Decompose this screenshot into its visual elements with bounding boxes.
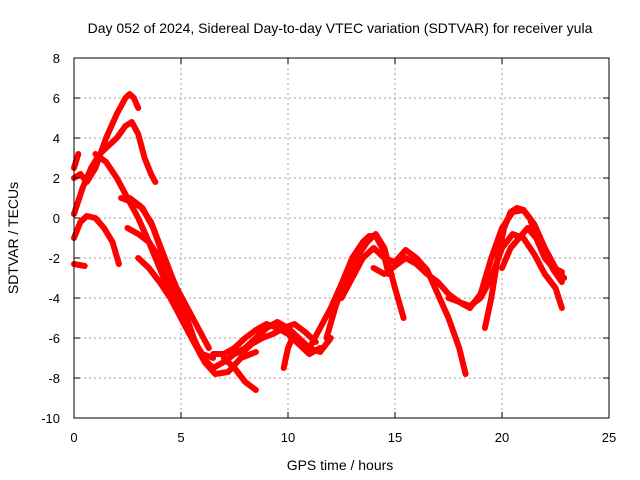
x-tick-label: 10 [281,430,295,445]
x-tick-label: 15 [388,430,402,445]
series-line-sat-l [220,355,259,393]
series-line-sat-b [71,119,159,217]
x-tick-label: 25 [602,430,616,445]
series-line-sat-a [71,91,142,185]
series-layer [71,91,568,393]
tick-layer: 0 5 10 15 20 25 -10 -8 -6 -4 -2 0 2 4 6 8 [41,51,616,445]
y-tick-label: 4 [53,131,60,146]
series-line-sat-d [71,261,88,269]
series-line-sat-k [210,321,324,357]
y-tick-label: -6 [48,331,60,346]
series-line-sat-r [370,231,565,311]
x-axis-label: GPS time / hours [287,457,394,473]
series-line-sat-c [71,151,82,171]
y-tick-label: 8 [53,51,60,66]
series-line-sat-n [280,335,296,371]
plot-frame [73,57,610,419]
y-tick-label: -8 [48,371,60,386]
y-tick-label: -10 [41,411,60,426]
chart-title: Day 052 of 2024, Sidereal Day-to-day VTE… [88,20,593,36]
series-line-sat-q [338,245,469,377]
series-line-sat-m [237,321,319,357]
grid-layer [74,58,609,418]
series-line-sat-i [124,225,334,371]
y-tick-label: 6 [53,91,60,106]
x-tick-label: 5 [177,430,184,445]
x-tick-label: 20 [495,430,509,445]
series-line-sat-e [71,213,122,267]
y-tick-label: -2 [48,251,60,266]
y-tick-label: -4 [48,291,60,306]
y-axis-label: SDTVAR / TECUs [5,182,21,294]
series-line-sat-j [135,255,217,361]
x-tick-label: 0 [70,430,77,445]
series-line-sat-u [499,225,565,285]
series-line-sat-h [126,195,259,377]
y-tick-label: 2 [53,171,60,186]
y-tick-label: 0 [53,211,60,226]
